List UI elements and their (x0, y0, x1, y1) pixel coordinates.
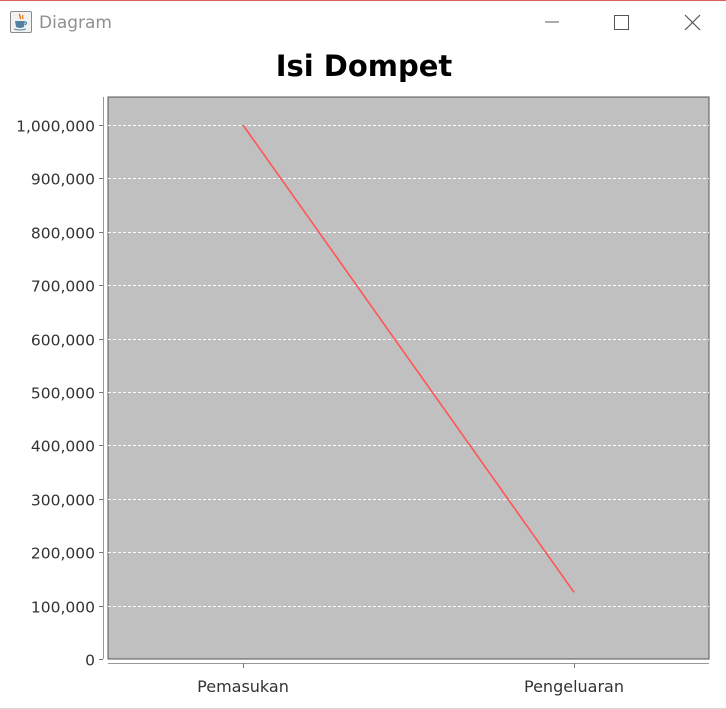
maximize-button[interactable] (598, 7, 644, 37)
java-coffee-cup-icon[interactable] (10, 11, 32, 33)
y-tick-label: 800,000 (31, 225, 95, 243)
minimize-button[interactable] (529, 7, 575, 37)
minimize-icon (545, 21, 559, 23)
y-tick-label: 100,000 (31, 599, 95, 617)
y-tick-label: 700,000 (31, 278, 95, 296)
x-tick-label: Pengeluaran (524, 677, 624, 696)
y-tick-label: 0 (85, 652, 95, 670)
window-title: Diagram (39, 13, 112, 33)
y-tick-label: 500,000 (31, 385, 95, 403)
x-tick-label: Pemasukan (197, 677, 289, 696)
y-tick-label: 400,000 (31, 438, 95, 456)
series-line (242, 124, 575, 593)
maximize-icon (614, 15, 629, 30)
y-tick-label: 900,000 (31, 171, 95, 189)
chart-title: Isi Dompet (276, 49, 453, 83)
y-tick-label: 1,000,000 (16, 118, 95, 136)
plot-area: 0 100,000 200,000 300,000 400,000 500,000 600,… (16, 96, 710, 696)
y-tick-label: 300,000 (31, 492, 95, 510)
y-tick-label: 200,000 (31, 545, 95, 563)
close-icon (684, 14, 701, 31)
y-tick-label: 600,000 (31, 332, 95, 350)
plot-background (107, 96, 710, 660)
line-chart: Isi Dompet 0 100,000 200,000 300,000 400,000… (16, 49, 710, 696)
close-button[interactable] (669, 7, 715, 37)
title-bar[interactable]: Diagram (0, 1, 726, 41)
